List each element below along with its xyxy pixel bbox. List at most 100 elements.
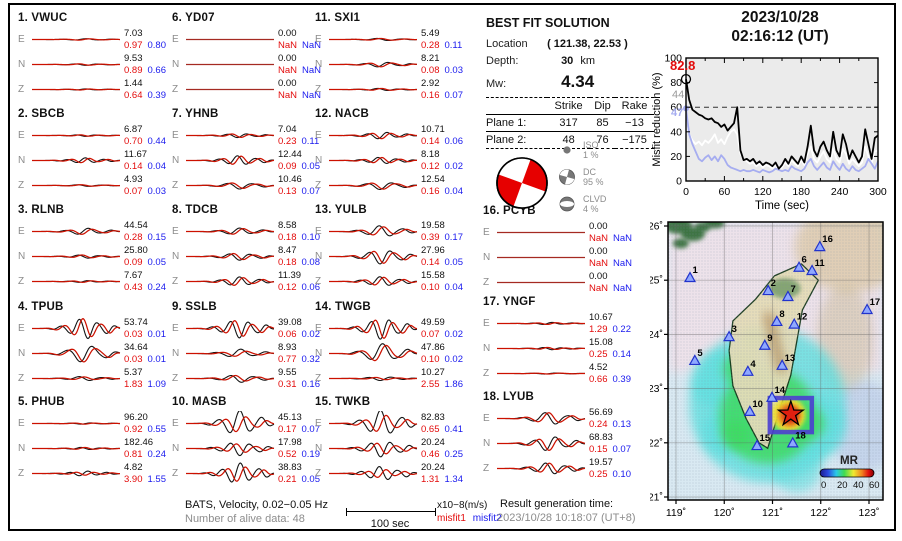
waveform-trace — [32, 446, 121, 451]
waveform-row: E 10.71 0.14 0.06 — [315, 123, 473, 148]
svg-text:3: 3 — [732, 324, 737, 335]
solution-title: BEST FIT SOLUTION — [486, 16, 610, 30]
misfit1-value: 0.46 — [421, 448, 440, 460]
dc-pct: 95 % — [583, 177, 604, 187]
component-label: N — [172, 348, 180, 359]
misfit2-value: 0.01 — [147, 353, 167, 365]
waveform-trace — [186, 374, 275, 383]
misfit1-value: 0.21 — [278, 473, 297, 485]
misfit2-value: 0.05 — [301, 473, 321, 485]
misfit1-value: 0.64 — [124, 89, 143, 101]
trace-values: 53.74 0.03 0.01 — [124, 317, 166, 340]
best-fit-solution-panel: BEST FIT SOLUTION Location ( 121.38, 22.… — [486, 16, 662, 149]
component-label: E — [483, 227, 490, 238]
waveform-trace — [32, 38, 121, 41]
trace-values: 7.03 0.97 0.80 — [124, 28, 166, 51]
misfit2-value: NaN — [302, 89, 322, 101]
component-label: E — [172, 323, 179, 334]
component-label: Z — [483, 277, 490, 288]
misfit2-value: 0.06 — [444, 135, 464, 147]
misfit1-value: NaN — [278, 89, 298, 101]
result-time-label: Result generation time: — [500, 498, 614, 510]
peak-amplitude: 1.44 — [124, 77, 143, 89]
waveform-row: N 8.47 0.18 0.08 — [172, 244, 330, 269]
clvd-pct: 4 % — [583, 204, 599, 214]
peak-amplitude: 20.24 — [421, 436, 445, 448]
waveform-row: Z 0.00 NaN NaN — [172, 77, 330, 102]
station-triangle — [806, 264, 819, 276]
component-label: E — [172, 226, 179, 237]
misfit1-value: 1.29 — [589, 323, 608, 335]
misfit1-label: misfit1 — [437, 513, 466, 524]
waveform-trace — [497, 372, 586, 375]
misfit1-value: 0.31 — [278, 378, 297, 390]
misfit2-value: 0.39 — [612, 373, 632, 385]
waveform-row: E 39.08 0.06 0.02 — [172, 316, 330, 341]
trace-values: 20.24 1.31 1.34 — [421, 462, 463, 485]
svg-text:40: 40 — [670, 126, 682, 138]
misfit2-value: 0.24 — [147, 448, 167, 460]
waveform-trace — [497, 281, 585, 284]
component-label: Z — [18, 276, 25, 287]
misfit2-value: 0.15 — [147, 231, 167, 243]
trace-values: 15.58 0.10 0.04 — [421, 270, 463, 293]
waveform-row: N 47.86 0.10 0.02 — [315, 341, 473, 366]
svg-text:121˚: 121˚ — [762, 507, 783, 519]
peak-amplitude: 82.83 — [421, 411, 445, 423]
component-label: E — [315, 323, 322, 334]
station-header: 11. SXI1 — [315, 12, 361, 24]
peak-amplitude: 19.57 — [589, 456, 613, 468]
station-triangle — [770, 315, 783, 327]
misfit1-value: 0.77 — [278, 353, 297, 365]
waveform-row: N 182.46 0.81 0.24 — [18, 436, 176, 461]
svg-text:11: 11 — [815, 258, 826, 269]
peak-amplitude: 11.67 — [124, 148, 148, 160]
component-label: N — [483, 252, 491, 263]
station-triangle — [723, 330, 736, 342]
station-triangle — [683, 271, 697, 283]
peak-amplitude: 182.46 — [124, 436, 154, 448]
station-header: 3. RLNB — [18, 204, 65, 216]
result-time-value: 2023/10/28 10:18:07 (UT+8) — [497, 512, 636, 524]
station-block: 7. YHNB E 7.04 0.23 0.11 N 12.44 0.09 0.05 Z 10.46… — [172, 108, 330, 198]
peak-amplitude: 6.87 — [124, 123, 143, 135]
dc-icon — [559, 169, 575, 185]
peak-amplitude: 9.53 — [124, 52, 143, 64]
mw-label: Mw: — [486, 78, 507, 90]
waveform-row: Z 1.44 0.64 0.39 — [18, 77, 176, 102]
component-label: N — [172, 155, 180, 166]
trace-values: 10.71 0.14 0.06 — [421, 124, 464, 147]
peak-amplitude: 47.86 — [421, 341, 445, 353]
svg-text:15: 15 — [760, 433, 771, 444]
station-triangle — [751, 439, 764, 451]
waveform-row: N 12.44 0.09 0.05 — [172, 148, 330, 173]
misfit1-value: 0.43 — [124, 281, 143, 293]
trace-values: 0.00 NaN NaN — [589, 246, 632, 269]
component-label: Z — [172, 84, 179, 95]
time-scalebar — [346, 508, 436, 516]
misfit2-value: 0.04 — [444, 185, 464, 197]
trace-values: 19.57 0.25 0.10 — [589, 456, 631, 480]
trace-values: 96.20 0.92 0.55 — [124, 412, 166, 435]
component-label: N — [315, 348, 323, 359]
waveform-trace — [32, 227, 121, 235]
misfit1-value: 0.39 — [421, 231, 440, 243]
component-label: N — [172, 443, 180, 454]
col-rake: Rake — [621, 100, 648, 112]
component-label: E — [18, 418, 25, 429]
waveform-trace — [329, 131, 418, 140]
station-header: 12. NACB — [315, 108, 370, 120]
trace-values: 8.21 0.08 0.03 — [421, 53, 463, 76]
misfit1-value: 0.70 — [124, 135, 143, 147]
station-header: 5. PHUB — [18, 396, 65, 408]
station-header: 14. TWGB — [315, 301, 371, 313]
misfit1-value: 0.14 — [421, 256, 440, 268]
waveform-trace — [186, 320, 275, 339]
waveform-trace — [186, 411, 275, 434]
location-label: Location — [486, 38, 528, 50]
station-triangle — [781, 290, 794, 302]
component-label: N — [483, 343, 491, 354]
peak-amplitude: 4.82 — [124, 461, 143, 473]
svg-text:82.8: 82.8 — [670, 58, 695, 73]
